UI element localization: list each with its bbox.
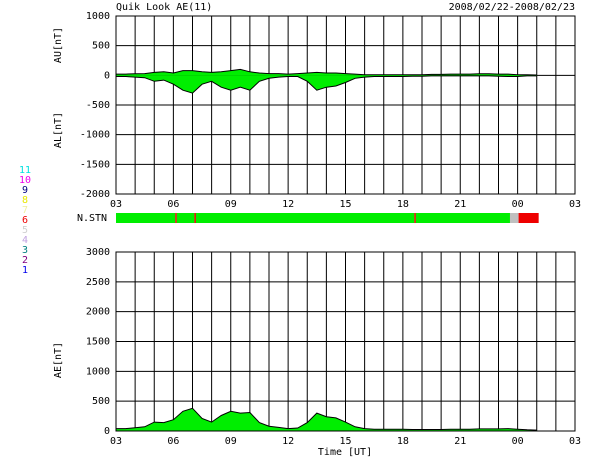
x-tick-label: 18 [397, 436, 409, 447]
x-tick-label: 21 [454, 199, 466, 210]
station-segment [176, 213, 195, 223]
y-axis-label: AU[nT] [53, 27, 64, 63]
station-segment [175, 213, 177, 223]
x-tick-label: 00 [512, 436, 524, 447]
y-tick-label: -2000 [80, 189, 110, 200]
y-tick-label: 1500 [86, 337, 110, 348]
x-tick-label: 03 [110, 199, 122, 210]
line [116, 75, 537, 94]
y-tick-label: 500 [92, 41, 110, 52]
station-label: N.STN [77, 213, 107, 224]
legend-label: 8 [22, 195, 28, 206]
y-tick-label: 500 [92, 396, 110, 407]
x-axis-label: Time [UT] [318, 447, 372, 458]
y-tick-label: 1000 [86, 11, 110, 22]
y-tick-label: 2000 [86, 307, 110, 318]
legend-label: 3 [22, 245, 28, 256]
y-tick-label: 0 [104, 70, 110, 81]
y-tick-label: -1000 [80, 130, 110, 141]
y-axis-label: AE[nT] [53, 342, 64, 378]
station-segment [116, 213, 176, 223]
x-tick-label: 15 [339, 436, 351, 447]
station-segment [194, 213, 196, 223]
legend-label: 5 [22, 225, 28, 236]
x-tick-label: 00 [512, 199, 524, 210]
plot-border [115, 15, 576, 195]
legend-label: 9 [22, 185, 28, 196]
station-segment [414, 213, 416, 223]
station-segment [195, 213, 415, 223]
y-axis-label: AL[nT] [53, 112, 64, 148]
x-tick-label: 15 [339, 199, 351, 210]
station-segment [509, 213, 519, 223]
legend-label: 10 [19, 175, 31, 186]
chart-title: Quik Look AE(11) [116, 2, 212, 13]
legend-label: 11 [19, 165, 31, 176]
y-tick-label: -500 [86, 100, 110, 111]
station-segment [415, 213, 510, 223]
area [116, 69, 537, 76]
y-tick-label: 1000 [86, 366, 110, 377]
y-tick-label: -1500 [80, 159, 110, 170]
x-tick-label: 09 [225, 436, 237, 447]
station-segment [518, 213, 539, 223]
line [116, 407, 537, 431]
x-tick-label: 03 [110, 436, 122, 447]
legend-label: 1 [22, 265, 28, 276]
chart-subtitle: 2008/02/22-2008/02/23 [449, 2, 575, 13]
x-tick-label: 03 [569, 199, 581, 210]
legend-label: 4 [22, 235, 28, 246]
x-tick-label: 18 [397, 199, 409, 210]
x-tick-label: 12 [282, 199, 294, 210]
legend-label: 2 [22, 255, 28, 266]
x-tick-label: 21 [454, 436, 466, 447]
x-tick-label: 06 [167, 199, 179, 210]
y-tick-label: 0 [104, 426, 110, 437]
area [116, 408, 537, 431]
plot-border [115, 251, 576, 432]
legend-label: 6 [22, 215, 28, 226]
y-tick-label: 2500 [86, 277, 110, 288]
legend-label: 7 [22, 205, 28, 216]
line [116, 68, 537, 76]
area [116, 75, 537, 94]
x-tick-label: 12 [282, 436, 294, 447]
x-tick-label: 06 [167, 436, 179, 447]
x-tick-label: 03 [569, 436, 581, 447]
x-tick-label: 09 [225, 199, 237, 210]
y-tick-label: 3000 [86, 247, 110, 258]
